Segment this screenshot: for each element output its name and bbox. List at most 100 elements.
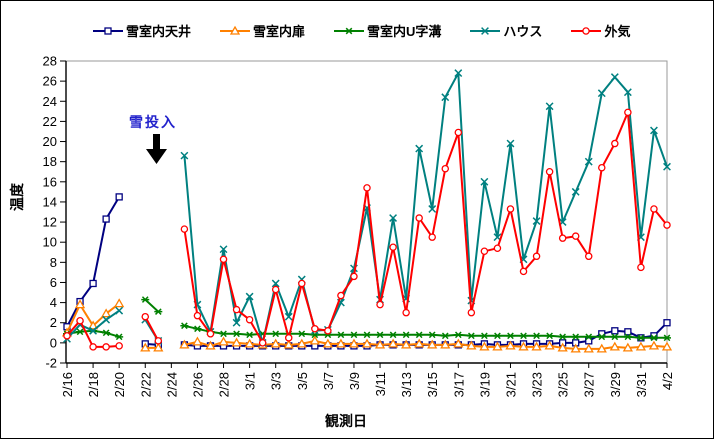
- x-tick-label: 3/21: [503, 372, 518, 397]
- x-tick-label: 3/15: [425, 372, 440, 397]
- y-axis-title: 温度: [9, 182, 25, 211]
- y-tick-label: 0: [50, 335, 57, 350]
- marker-asterisk-icon: [389, 331, 398, 339]
- marker-x-icon: [623, 88, 632, 97]
- legend-label: 外気: [604, 24, 631, 39]
- y-tick-label: 8: [50, 255, 57, 270]
- x-tick-label: 2/26: [190, 372, 205, 397]
- marker-circle-icon: [271, 285, 280, 294]
- series-outside: [63, 108, 671, 351]
- marker-square-icon: [115, 193, 123, 201]
- x-tick-label: 2/18: [86, 372, 101, 397]
- marker-circle-icon: [363, 184, 371, 192]
- y-tick-label: 18: [43, 154, 57, 169]
- marker-triangle-icon: [192, 336, 203, 346]
- marker-asterisk-icon: [349, 331, 358, 339]
- marker-triangle-icon: [387, 338, 399, 348]
- marker-triangle-icon: [427, 339, 438, 349]
- marker-circle-icon: [584, 252, 593, 261]
- legend-item-ceiling: 雪室内天井: [93, 21, 191, 40]
- marker-x-icon: [663, 162, 671, 171]
- marker-asterisk-icon: [441, 332, 450, 340]
- series-lines: [61, 69, 673, 353]
- marker-triangle-icon: [270, 338, 281, 348]
- x-tick-label: 2/20: [112, 372, 127, 397]
- marker-triangle-icon: [635, 341, 647, 351]
- marker-triangle-icon: [544, 340, 555, 350]
- marker-asterisk-icon: [480, 332, 489, 340]
- marker-asterisk-icon: [571, 333, 580, 341]
- marker-asterisk-icon: [336, 331, 345, 339]
- marker-triangle-icon: [322, 338, 333, 348]
- marker-circle-icon: [480, 247, 489, 256]
- legend-marker-circle-icon: [571, 26, 602, 35]
- marker-asterisk-icon: [610, 333, 619, 341]
- marker-asterisk-icon: [636, 334, 645, 342]
- marker-triangle-icon: [492, 341, 503, 351]
- x-tick-label: 3/19: [477, 372, 492, 397]
- marker-square-icon: [102, 215, 110, 223]
- marker-x-icon: [481, 26, 490, 35]
- marker-square-icon: [663, 319, 671, 327]
- x-tick-label: 3/7: [321, 372, 336, 390]
- marker-asterisk-icon: [102, 329, 111, 337]
- x-tick-label: 3/3: [269, 372, 284, 390]
- marker-triangle-icon: [414, 338, 425, 348]
- y-tick-label: 6: [50, 275, 57, 290]
- x-tick-label: 3/11: [373, 372, 388, 396]
- marker-triangle-icon: [231, 337, 242, 347]
- marker-circle-icon: [193, 311, 202, 320]
- marker-x-icon: [532, 217, 541, 225]
- x-tick-label: 2/24: [164, 372, 179, 397]
- legend-marker-square-icon: [93, 26, 123, 35]
- y-tick-label: 10: [43, 235, 57, 250]
- marker-asterisk-icon: [154, 308, 163, 315]
- marker-circle-icon: [337, 291, 345, 300]
- marker-triangle-icon: [153, 342, 164, 352]
- marker-triangle-icon: [244, 338, 255, 348]
- marker-circle-icon: [389, 243, 397, 251]
- marker-circle-icon: [324, 327, 332, 335]
- marker-asterisk-icon: [115, 333, 124, 341]
- marker-asterisk-icon: [376, 331, 385, 339]
- marker-asterisk-icon: [493, 332, 502, 340]
- marker-circle-icon: [545, 167, 554, 176]
- marker-triangle-icon: [335, 338, 347, 348]
- x-tick-label: 2/16: [60, 372, 75, 397]
- x-tick-label: 2/28: [217, 372, 232, 397]
- marker-circle-icon: [428, 233, 436, 241]
- marker-triangle-icon: [283, 339, 294, 349]
- marker-triangle-icon: [348, 338, 360, 348]
- marker-x-icon: [232, 318, 241, 327]
- marker-asterisk-icon: [597, 333, 606, 341]
- legend-marker-x-icon: [470, 26, 501, 35]
- marker-asterisk-icon: [584, 333, 593, 341]
- marker-circle-icon: [115, 342, 123, 350]
- marker-asterisk-icon: [532, 332, 541, 340]
- marker-asterisk-icon: [663, 334, 671, 342]
- marker-x-icon: [89, 326, 98, 335]
- legend-label: 雪室内扉: [253, 24, 306, 39]
- marker-circle-icon: [519, 267, 528, 276]
- marker-x-icon: [571, 187, 580, 196]
- marker-circle-icon: [311, 325, 319, 333]
- marker-asterisk-icon: [558, 333, 567, 341]
- marker-x-icon: [428, 205, 437, 213]
- marker-triangle-icon: [661, 341, 673, 351]
- x-tick-label: 3/13: [399, 372, 414, 397]
- x-tick-label: 3/23: [530, 372, 545, 397]
- marker-circle-icon: [154, 337, 163, 345]
- marker-asterisk-icon: [415, 331, 424, 339]
- marker-x-icon: [415, 144, 424, 153]
- marker-asterisk-icon: [402, 331, 411, 339]
- marker-circle-icon: [582, 26, 591, 35]
- marker-square-icon: [624, 328, 632, 336]
- y-tick-label: -2: [45, 356, 57, 371]
- marker-x-icon: [102, 315, 111, 324]
- x-axis-ticks: 2/16 2/18 2/20 2/22 2/24 2/26 2/28 3/1 3/3 3/5 3/7…: [60, 363, 675, 397]
- legend-label: 雪室内U字溝: [367, 24, 442, 39]
- marker-triangle-icon: [531, 341, 542, 351]
- marker-triangle-icon: [74, 299, 86, 309]
- x-tick-label: 3/1: [243, 372, 258, 390]
